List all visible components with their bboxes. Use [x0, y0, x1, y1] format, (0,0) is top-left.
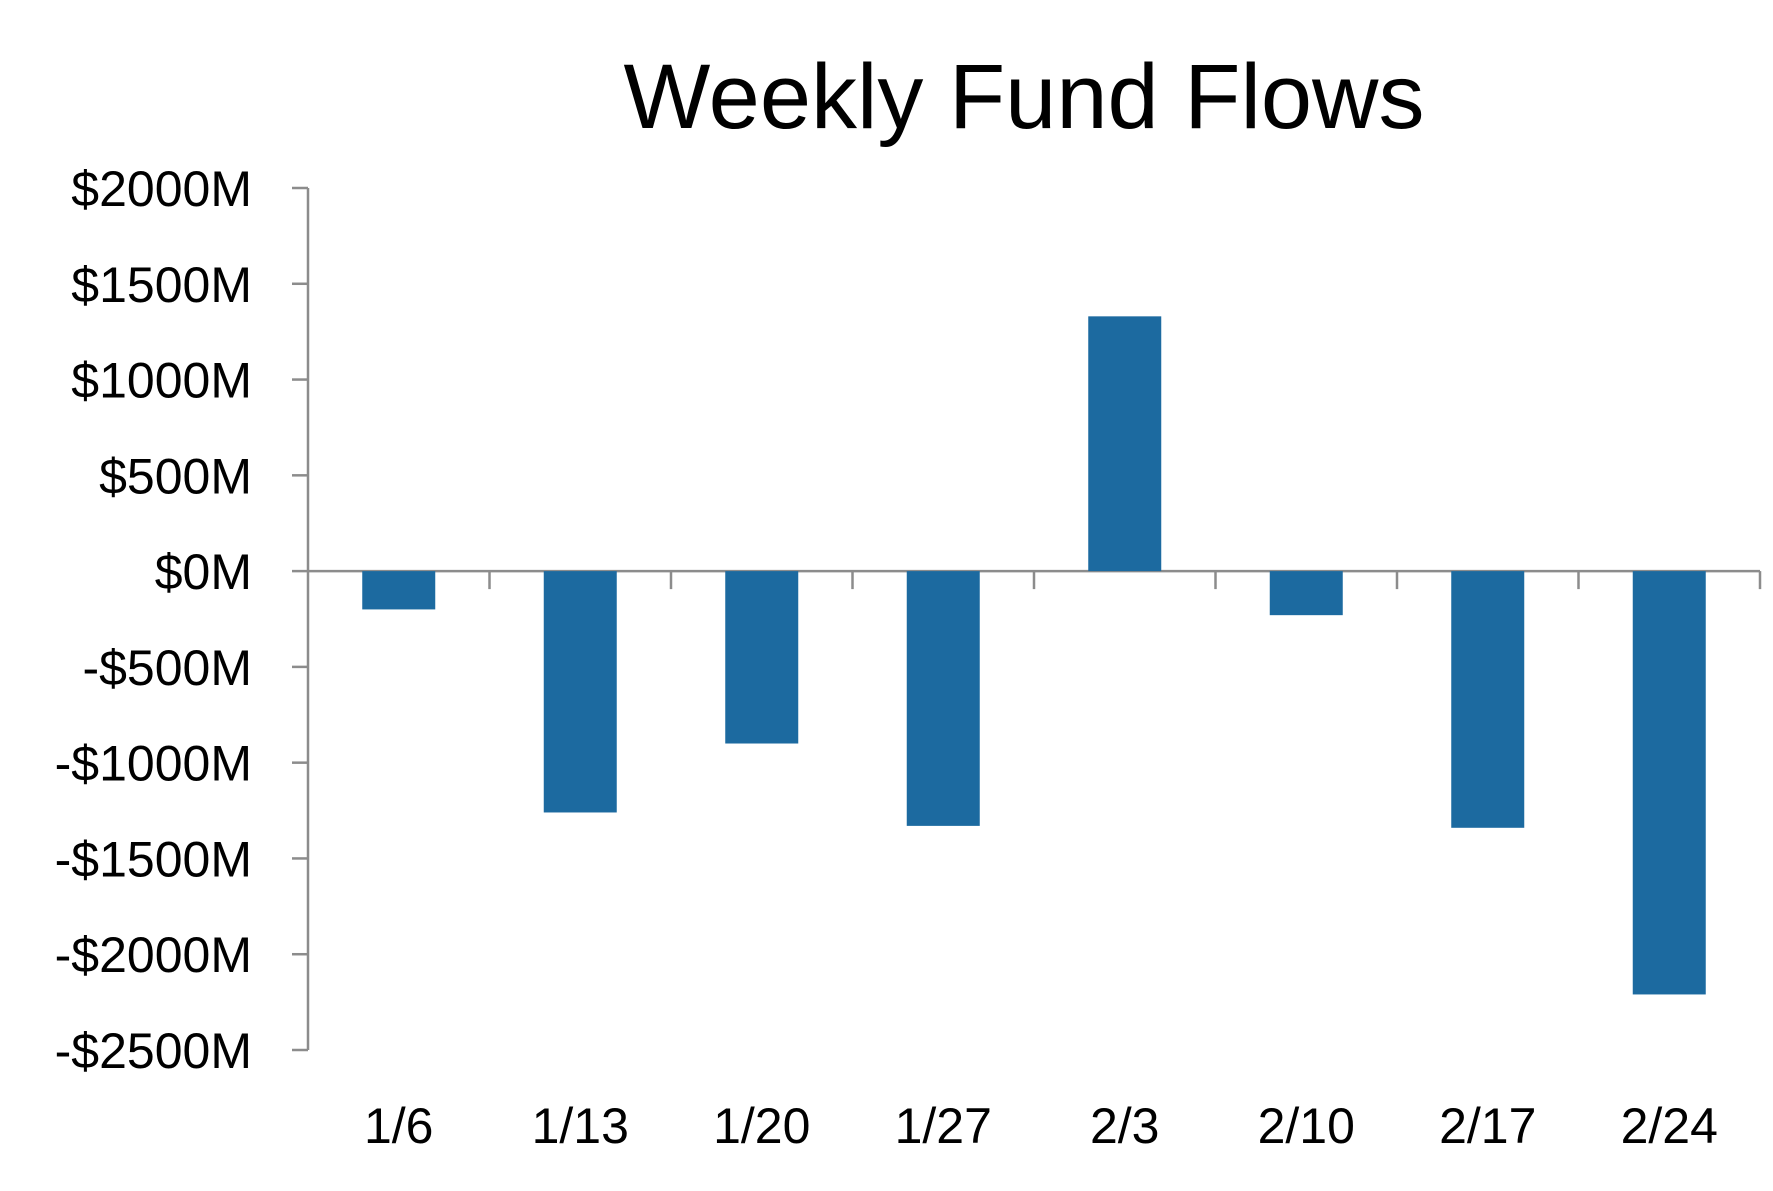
bar-1-20	[725, 571, 799, 744]
y-tick-label: $2000M	[71, 161, 252, 217]
y-tick-label: $500M	[99, 448, 252, 504]
y-tick-label: $0M	[155, 544, 252, 600]
bar-2-17	[1451, 571, 1525, 828]
x-tick-label: 1/27	[895, 1098, 992, 1154]
x-tick-labels: 1/6 1/13 1/20 1/27 2/3 2/10 2/17 2/24	[364, 1098, 1718, 1154]
chart-title: Weekly Fund Flows	[623, 46, 1424, 148]
y-tick-label: -$500M	[82, 640, 252, 696]
bar-2-3	[1088, 316, 1162, 572]
y-tick-label: -$2500M	[55, 1023, 252, 1079]
x-tick-label: 1/6	[364, 1098, 434, 1154]
x-axis	[308, 569, 1762, 590]
x-tick-label: 2/10	[1258, 1098, 1355, 1154]
x-tick-label: 1/13	[532, 1098, 629, 1154]
bar-series	[362, 316, 1706, 995]
bar-2-24	[1632, 571, 1706, 995]
bar-1-27	[906, 571, 980, 826]
y-tick-label: -$1500M	[55, 831, 252, 887]
x-tick-label: 2/17	[1439, 1098, 1536, 1154]
y-tick-label: $1000M	[71, 353, 252, 409]
y-axis: $2000M $1500M $1000M $500M $0M -$500M -$1000M -…	[55, 161, 310, 1079]
x-tick-label: 1/20	[713, 1098, 810, 1154]
y-tick-label: -$2000M	[55, 927, 252, 983]
y-tick-label: -$1000M	[55, 736, 252, 792]
bar-2-10	[1269, 571, 1343, 616]
y-tick-label: $1500M	[71, 257, 252, 313]
x-tick-label: 2/3	[1090, 1098, 1160, 1154]
bar-1-13	[543, 571, 617, 813]
bar-1-6	[362, 571, 436, 610]
x-tick-label: 2/24	[1621, 1098, 1718, 1154]
